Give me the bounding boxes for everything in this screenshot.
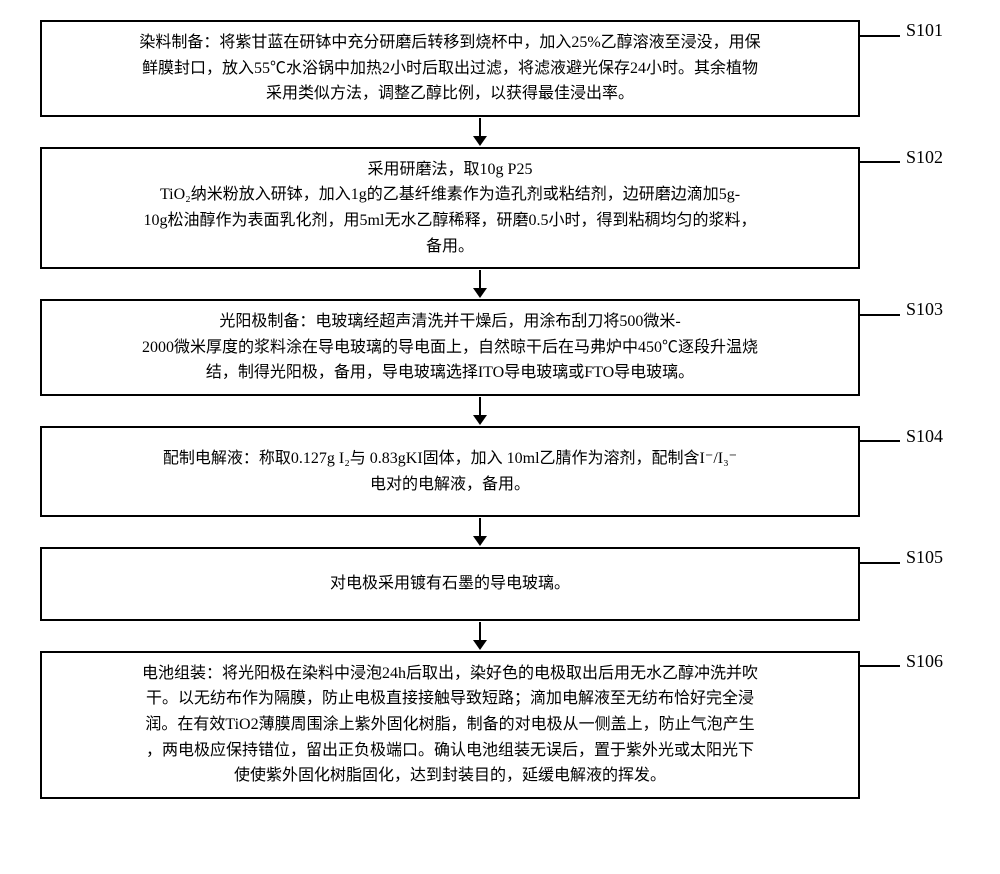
step-text-s103-l1: 2000微米厚度的浆料涂在导电玻璃的导电面上，自然晾干后在马弗炉中450℃逐段升… xyxy=(142,335,758,361)
step-row-s102: 采用研磨法，取10g P25 TiO₂纳米粉放入研钵，加入1g的乙基纤维素作为造… xyxy=(40,147,920,269)
step-row-s106: 电池组装：将光阳极在染料中浸泡24h后取出，染好色的电极取出后用无水乙醇冲洗并吹… xyxy=(40,651,920,799)
step-text-s106-l3: ，两电极应保持错位，留出正负极端口。确认电池组装无误后，置于紫外光或太阳光下 xyxy=(146,738,754,764)
label-wrap-s105: S105 xyxy=(860,547,943,568)
label-wrap-s101: S101 xyxy=(860,20,943,41)
step-box-s105: 对电极采用镀有石墨的导电玻璃。 xyxy=(40,547,860,621)
step-text-s104-l1: 电对的电解液，备用。 xyxy=(370,472,530,498)
label-wrap-s106: S106 xyxy=(860,651,943,672)
step-text-s101-l2: 采用类似方法，调整乙醇比例，以获得最佳浸出率。 xyxy=(266,81,634,107)
lead-line-s103 xyxy=(860,314,900,316)
label-wrap-s102: S102 xyxy=(860,147,943,168)
arrow-1 xyxy=(70,117,890,147)
step-label-s105: S105 xyxy=(900,547,943,568)
step-box-s106: 电池组装：将光阳极在染料中浸泡24h后取出，染好色的电极取出后用无水乙醇冲洗并吹… xyxy=(40,651,860,799)
step-row-s105: 对电极采用镀有石墨的导电玻璃。 S105 xyxy=(40,547,920,621)
label-wrap-s103: S103 xyxy=(860,299,943,320)
step-text-s105-l0: 对电极采用镀有石墨的导电玻璃。 xyxy=(330,571,570,597)
step-label-s102: S102 xyxy=(900,147,943,168)
step-text-s102-l3: 备用。 xyxy=(426,234,474,260)
lead-line-s105 xyxy=(860,562,900,564)
step-text-s106-l1: 干。以无纺布作为隔膜，防止电极直接接触导致短路；滴加电解液至无纺布恰好完全浸 xyxy=(146,686,754,712)
step-label-s101: S101 xyxy=(900,20,943,41)
lead-line-s106 xyxy=(860,665,900,667)
step-box-s101: 染料制备：将紫甘蓝在研钵中充分研磨后转移到烧杯中，加入25%乙醇溶液至浸没，用保… xyxy=(40,20,860,117)
step-row-s103: 光阳极制备：电玻璃经超声清洗并干燥后，用涂布刮刀将500微米- 2000微米厚度… xyxy=(40,299,920,396)
step-box-s104: 配制电解液：称取0.127g I₂与 0.83gKI固体，加入 10ml乙腈作为… xyxy=(40,426,860,517)
step-text-s102-l2: 10g松油醇作为表面乳化剂，用5ml无水乙醇稀释，研磨0.5小时，得到粘稠均匀的… xyxy=(144,208,757,234)
lead-line-s102 xyxy=(860,161,900,163)
step-text-s101-l1: 鲜膜封口，放入55℃水浴锅中加热2小时后取出过滤，将滤液避光保存24小时。其余植… xyxy=(142,56,758,82)
step-label-s104: S104 xyxy=(900,426,943,447)
step-text-s103-l0: 光阳极制备：电玻璃经超声清洗并干燥后，用涂布刮刀将500微米- xyxy=(219,309,680,335)
step-row-s104: 配制电解液：称取0.127g I₂与 0.83gKI固体，加入 10ml乙腈作为… xyxy=(40,426,920,517)
flowchart-container: 染料制备：将紫甘蓝在研钵中充分研磨后转移到烧杯中，加入25%乙醇溶液至浸没，用保… xyxy=(40,20,920,799)
step-text-s106-l0: 电池组装：将光阳极在染料中浸泡24h后取出，染好色的电极取出后用无水乙醇冲洗并吹 xyxy=(142,661,758,687)
step-box-s103: 光阳极制备：电玻璃经超声清洗并干燥后，用涂布刮刀将500微米- 2000微米厚度… xyxy=(40,299,860,396)
arrow-4 xyxy=(70,517,890,547)
step-text-s106-l2: 润。在有效TiO2薄膜周围涂上紫外固化树脂，制备的对电极从一侧盖上，防止气泡产生 xyxy=(145,712,754,738)
step-text-s101-l0: 染料制备：将紫甘蓝在研钵中充分研磨后转移到烧杯中，加入25%乙醇溶液至浸没，用保 xyxy=(139,30,760,56)
step-text-s102-l0: 采用研磨法，取10g P25 xyxy=(368,157,533,183)
step-label-s106: S106 xyxy=(900,651,943,672)
lead-line-s104 xyxy=(860,440,900,442)
label-wrap-s104: S104 xyxy=(860,426,943,447)
step-text-s103-l2: 结，制得光阳极，备用，导电玻璃选择ITO导电玻璃或FTO导电玻璃。 xyxy=(206,360,694,386)
step-text-s104-l0: 配制电解液：称取0.127g I₂与 0.83gKI固体，加入 10ml乙腈作为… xyxy=(163,446,737,472)
step-text-s106-l4: 使使紫外固化树脂固化，达到封装目的，延缓电解液的挥发。 xyxy=(234,763,666,789)
step-row-s101: 染料制备：将紫甘蓝在研钵中充分研磨后转移到烧杯中，加入25%乙醇溶液至浸没，用保… xyxy=(40,20,920,117)
step-label-s103: S103 xyxy=(900,299,943,320)
arrow-5 xyxy=(70,621,890,651)
arrow-2 xyxy=(70,269,890,299)
arrow-3 xyxy=(70,396,890,426)
step-box-s102: 采用研磨法，取10g P25 TiO₂纳米粉放入研钵，加入1g的乙基纤维素作为造… xyxy=(40,147,860,269)
step-text-s102-l1: TiO₂纳米粉放入研钵，加入1g的乙基纤维素作为造孔剂或粘结剂，边研磨边滴加5g… xyxy=(160,182,740,208)
lead-line-s101 xyxy=(860,35,900,37)
